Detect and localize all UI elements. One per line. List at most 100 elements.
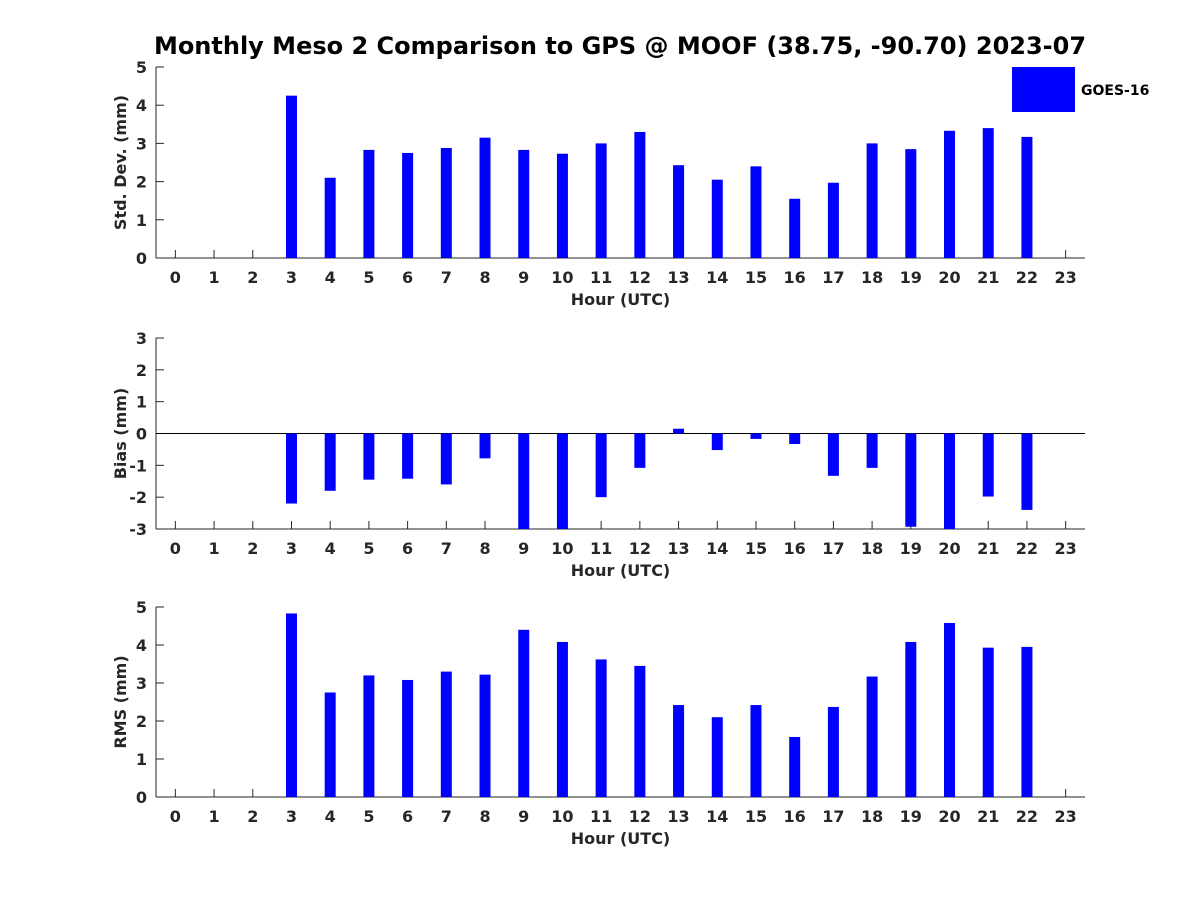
x-tick-label: 3 [286, 807, 297, 826]
x-tick-label: 7 [441, 268, 452, 287]
x-tick-label: 23 [1055, 539, 1077, 558]
bar-hour-14 [711, 717, 723, 797]
x-tick-label: 5 [363, 539, 374, 558]
x-tick-label: 7 [441, 539, 452, 558]
bar-hour-17 [827, 433, 839, 476]
chart-title: Monthly Meso 2 Comparison to GPS @ MOOF … [154, 32, 1086, 60]
y-tick-label: 0 [136, 425, 147, 444]
x-tick-label: 13 [667, 268, 689, 287]
bar-hour-8 [479, 137, 491, 258]
x-tick-label: 7 [441, 807, 452, 826]
bar-hour-14 [711, 433, 723, 451]
y-tick-label: 4 [136, 636, 147, 655]
x-axis-label: Hour (UTC) [571, 290, 671, 309]
bar-hour-5 [363, 433, 375, 480]
x-tick-label: 4 [325, 807, 336, 826]
bar-hour-7 [440, 671, 452, 797]
bar-hour-22 [1021, 433, 1033, 510]
y-tick-label: -1 [129, 456, 147, 475]
x-tick-label: 16 [784, 539, 806, 558]
bar-hour-15 [750, 705, 762, 797]
x-tick-label: 15 [745, 807, 767, 826]
x-tick-label: 13 [667, 807, 689, 826]
y-tick-label: 1 [136, 211, 147, 230]
x-tick-label: 14 [706, 807, 728, 826]
x-tick-label: 15 [745, 268, 767, 287]
bar-hour-10 [556, 153, 568, 258]
bar-hour-9 [518, 629, 530, 797]
x-tick-label: 18 [861, 268, 883, 287]
bar-hour-4 [324, 433, 336, 491]
bar-hour-12 [634, 131, 646, 258]
x-tick-label: 1 [208, 268, 219, 287]
bar-hour-21 [982, 128, 994, 258]
y-tick-label: 1 [136, 393, 147, 412]
y-axis-label: RMS (mm) [111, 655, 130, 748]
x-tick-label: 5 [363, 807, 374, 826]
x-tick-label: 3 [286, 539, 297, 558]
x-axis-label: Hour (UTC) [571, 561, 671, 580]
bar-hour-6 [402, 152, 414, 258]
y-tick-label: 3 [136, 134, 147, 153]
bar-hour-4 [324, 177, 336, 258]
legend: GOES-16 [1012, 67, 1149, 112]
x-tick-label: 11 [590, 268, 612, 287]
x-tick-label: 0 [170, 539, 181, 558]
x-tick-label: 14 [706, 268, 728, 287]
y-tick-label: 1 [136, 750, 147, 769]
x-tick-label: 18 [861, 807, 883, 826]
x-tick-label: 6 [402, 268, 413, 287]
bar-hour-16 [789, 433, 801, 445]
x-tick-label: 1 [208, 539, 219, 558]
bar-hour-4 [324, 692, 336, 797]
bar-hour-9 [518, 149, 530, 258]
legend-label: GOES-16 [1081, 83, 1149, 99]
y-tick-label: 2 [136, 712, 147, 731]
y-tick-label: 2 [136, 361, 147, 380]
y-tick-label: 3 [136, 329, 147, 348]
bar-hour-9 [518, 433, 530, 529]
x-tick-label: 1 [208, 807, 219, 826]
bar-hour-22 [1021, 136, 1033, 258]
x-tick-label: 20 [938, 268, 960, 287]
bar-hour-21 [982, 647, 994, 797]
x-tick-label: 21 [977, 539, 999, 558]
y-tick-label: 2 [136, 173, 147, 192]
x-tick-label: 8 [479, 807, 490, 826]
x-tick-label: 2 [247, 807, 258, 826]
x-tick-label: 16 [784, 268, 806, 287]
x-tick-label: 21 [977, 268, 999, 287]
x-tick-label: 6 [402, 539, 413, 558]
x-tick-label: 8 [479, 539, 490, 558]
x-tick-label: 19 [900, 268, 922, 287]
bar-hour-17 [827, 706, 839, 797]
y-tick-label: 0 [136, 788, 147, 807]
x-tick-label: 4 [325, 268, 336, 287]
bar-hour-3 [285, 613, 297, 797]
bar-hour-5 [363, 675, 375, 797]
bar-hour-10 [556, 641, 568, 797]
x-tick-label: 14 [706, 539, 728, 558]
x-tick-label: 2 [247, 539, 258, 558]
x-tick-label: 12 [629, 539, 651, 558]
bar-hour-15 [750, 166, 762, 258]
x-axis-label: Hour (UTC) [571, 829, 671, 848]
bar-hour-8 [479, 433, 491, 459]
x-tick-label: 18 [861, 539, 883, 558]
bar-hour-20 [944, 433, 956, 529]
x-tick-label: 0 [170, 807, 181, 826]
bar-hour-17 [827, 182, 839, 258]
x-tick-label: 17 [822, 268, 844, 287]
y-tick-label: -3 [129, 520, 147, 539]
bar-hour-3 [285, 95, 297, 259]
bar-hour-13 [673, 705, 685, 797]
y-tick-label: -2 [129, 488, 147, 507]
bar-hour-3 [285, 433, 297, 504]
y-tick-label: 3 [136, 674, 147, 693]
x-tick-label: 2 [247, 268, 258, 287]
bar-hour-6 [402, 679, 414, 797]
